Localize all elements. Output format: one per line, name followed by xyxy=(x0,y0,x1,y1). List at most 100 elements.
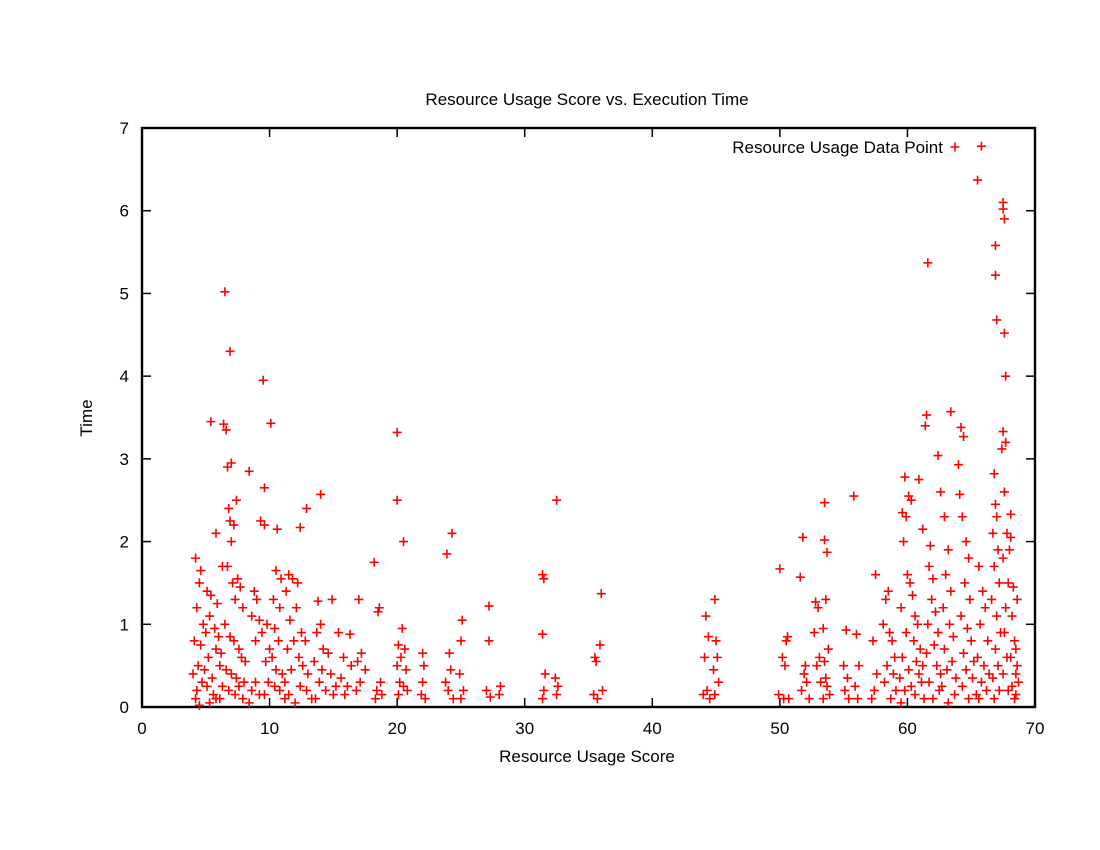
data-point xyxy=(257,628,266,637)
data-point xyxy=(247,686,256,695)
data-point xyxy=(895,674,904,683)
data-point xyxy=(456,694,465,703)
data-point xyxy=(899,537,908,546)
data-point xyxy=(447,529,456,538)
data-point xyxy=(796,573,805,582)
data-point xyxy=(978,587,987,596)
data-point xyxy=(999,669,1008,678)
data-point xyxy=(800,669,809,678)
data-point xyxy=(990,694,999,703)
x-tick-label: 20 xyxy=(388,719,407,738)
data-point xyxy=(810,628,819,637)
data-point xyxy=(205,612,214,621)
data-points xyxy=(189,142,1023,710)
data-point xyxy=(278,669,287,678)
data-point xyxy=(1000,487,1009,496)
data-point xyxy=(918,661,927,670)
data-point xyxy=(940,645,949,654)
data-point xyxy=(825,690,834,699)
data-point xyxy=(960,578,969,587)
data-point xyxy=(334,628,343,637)
data-point xyxy=(321,686,330,695)
data-point xyxy=(710,595,719,604)
data-point xyxy=(252,595,261,604)
data-point xyxy=(923,620,932,629)
data-point xyxy=(700,653,709,662)
data-point xyxy=(597,589,606,598)
data-point xyxy=(775,564,784,573)
data-point xyxy=(1014,678,1023,687)
data-point xyxy=(236,583,245,592)
data-point xyxy=(999,554,1008,563)
data-point xyxy=(324,649,333,658)
data-point xyxy=(705,694,714,703)
data-point xyxy=(925,562,934,571)
data-point xyxy=(922,411,931,420)
data-point xyxy=(484,602,493,611)
data-point xyxy=(224,686,233,695)
data-point xyxy=(821,674,830,683)
data-point xyxy=(296,682,305,691)
data-point xyxy=(824,645,833,654)
data-point xyxy=(303,669,312,678)
data-point xyxy=(1010,694,1019,703)
data-point xyxy=(287,665,296,674)
data-point xyxy=(234,645,243,654)
data-point xyxy=(936,487,945,496)
data-point xyxy=(908,591,917,600)
data-point xyxy=(977,678,986,687)
data-point xyxy=(376,678,385,687)
x-axis: 0 10 20 30 40 50 60 70 xyxy=(137,128,1044,738)
data-point xyxy=(797,686,806,695)
data-point xyxy=(251,636,260,645)
data-point xyxy=(268,653,277,662)
data-point xyxy=(210,624,219,633)
data-point xyxy=(853,694,862,703)
data-point xyxy=(199,620,208,629)
data-point xyxy=(211,645,220,654)
data-point xyxy=(714,678,723,687)
data-point xyxy=(191,554,200,563)
data-point xyxy=(964,554,973,563)
data-point xyxy=(941,570,950,579)
data-point xyxy=(883,661,892,670)
data-point xyxy=(945,620,954,629)
data-point xyxy=(911,612,920,621)
data-point xyxy=(192,603,201,612)
data-point xyxy=(981,603,990,612)
data-point xyxy=(226,347,235,356)
data-point xyxy=(213,599,222,608)
data-point xyxy=(541,669,550,678)
data-point xyxy=(206,417,215,426)
data-point xyxy=(196,566,205,575)
data-point xyxy=(940,512,949,521)
x-tick-label: 60 xyxy=(898,719,917,738)
data-point xyxy=(238,603,247,612)
data-point xyxy=(988,529,997,538)
data-point xyxy=(881,595,890,604)
x-tick-label: 40 xyxy=(643,719,662,738)
data-point xyxy=(329,690,338,699)
data-point xyxy=(1009,583,1018,592)
data-point xyxy=(233,574,242,583)
plot-area xyxy=(142,128,1035,707)
data-point xyxy=(339,653,348,662)
data-point xyxy=(377,690,386,699)
data-point xyxy=(217,649,226,658)
data-point xyxy=(982,686,991,695)
data-point xyxy=(250,587,259,596)
data-point xyxy=(218,682,227,691)
data-point xyxy=(271,566,280,575)
data-point xyxy=(419,661,428,670)
data-point xyxy=(293,578,302,587)
data-point xyxy=(990,562,999,571)
data-point xyxy=(798,533,807,542)
data-point xyxy=(315,678,324,687)
data-point xyxy=(977,142,986,151)
data-point xyxy=(802,678,811,687)
data-point xyxy=(991,645,1000,654)
data-point xyxy=(270,624,279,633)
plot-frame xyxy=(142,128,1035,707)
data-point xyxy=(778,653,787,662)
